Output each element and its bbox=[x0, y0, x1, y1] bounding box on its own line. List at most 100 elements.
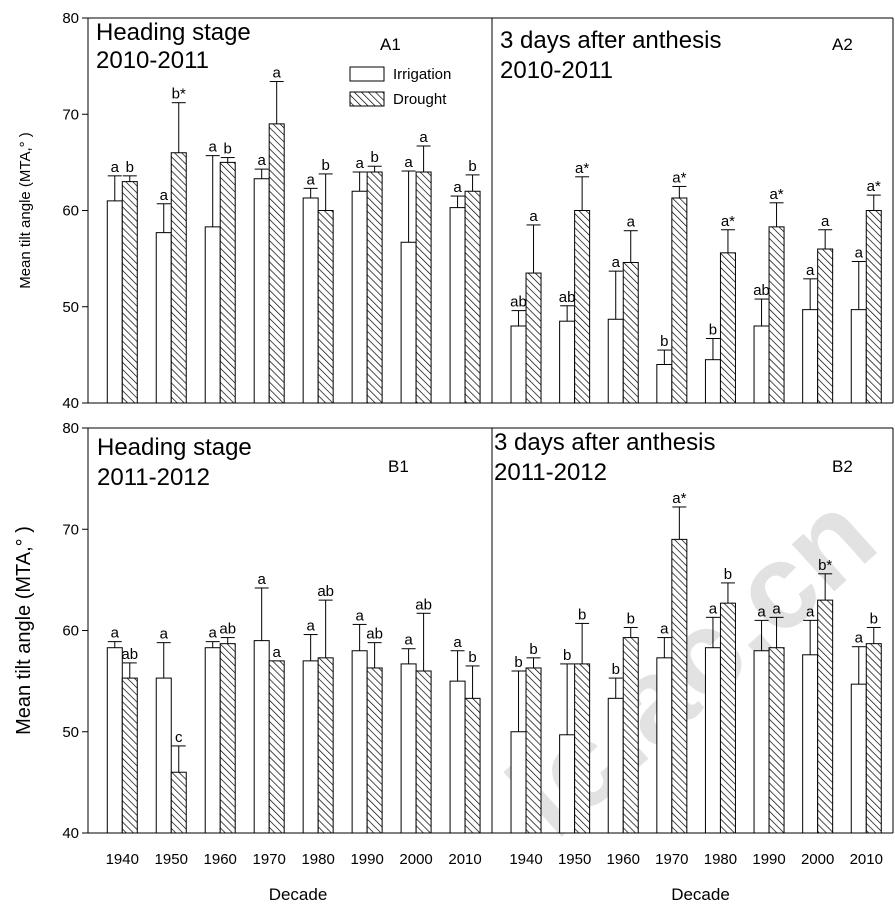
y-tick-label: 80 bbox=[62, 420, 79, 437]
x-tick-label: 1990 bbox=[752, 851, 785, 868]
significance-label: a bbox=[709, 600, 718, 617]
drought-bar bbox=[121, 677, 138, 834]
drought-bar bbox=[121, 181, 138, 404]
drought-bar bbox=[768, 647, 785, 834]
panel-title-line: 2011-2012 bbox=[494, 459, 607, 486]
significance-label: c bbox=[175, 729, 183, 746]
significance-label: a bbox=[273, 644, 282, 661]
drought-bar bbox=[415, 670, 432, 834]
significance-label: b bbox=[627, 610, 635, 627]
irrigation-bar bbox=[449, 207, 466, 404]
drought-bar bbox=[525, 667, 542, 834]
panel-label: A2 bbox=[832, 35, 853, 54]
irrigation-bar bbox=[753, 325, 770, 404]
significance-label: ab bbox=[415, 596, 432, 613]
significance-label: a* bbox=[867, 178, 881, 195]
y-tick-label: 50 bbox=[62, 724, 79, 741]
significance-label: a bbox=[209, 139, 218, 156]
drought-bar bbox=[768, 226, 785, 404]
panel-a2: 3 days after anthesis2010-2011A2abaaba*a… bbox=[492, 17, 894, 404]
significance-label: a* bbox=[672, 169, 686, 186]
significance-label: a bbox=[404, 632, 413, 649]
irrigation-bar bbox=[510, 731, 527, 834]
significance-label: a bbox=[404, 154, 413, 171]
irrigation-bar bbox=[559, 734, 576, 834]
significance-label: b bbox=[468, 649, 476, 666]
y-axis-label: Mean tilt angle (MTA,° ) bbox=[17, 132, 34, 289]
significance-label: b bbox=[612, 661, 620, 678]
significance-label: b bbox=[870, 610, 878, 627]
significance-label: ab bbox=[366, 626, 383, 643]
drought-bar bbox=[622, 261, 639, 404]
drought-bar bbox=[671, 197, 688, 404]
legend-label-drought: Drought bbox=[393, 91, 447, 108]
significance-label: a bbox=[273, 65, 282, 82]
significance-label: b bbox=[126, 159, 134, 176]
significance-label: a bbox=[453, 179, 462, 196]
x-axis-label: Decade bbox=[671, 885, 730, 904]
significance-label: a bbox=[306, 171, 315, 188]
x-tick-label: 1960 bbox=[204, 851, 237, 868]
drought-bar bbox=[865, 210, 882, 404]
significance-label: ab bbox=[559, 289, 576, 306]
significance-label: a bbox=[821, 213, 830, 230]
irrigation-bar bbox=[607, 318, 624, 404]
drought-bar bbox=[170, 152, 187, 404]
significance-label: a bbox=[209, 625, 218, 642]
irrigation-bar bbox=[607, 697, 624, 834]
irrigation-bar bbox=[302, 660, 319, 834]
significance-label: b bbox=[529, 641, 537, 658]
irrigation-bar bbox=[302, 197, 319, 404]
significance-label: ab bbox=[219, 621, 236, 638]
y-tick-label: 80 bbox=[62, 10, 79, 27]
drought-bar bbox=[219, 643, 236, 834]
drought-bar bbox=[817, 599, 834, 834]
x-tick-label: 1980 bbox=[704, 851, 737, 868]
drought-bar bbox=[366, 171, 383, 404]
panel-label: A1 bbox=[380, 35, 401, 54]
significance-label: b bbox=[578, 606, 586, 623]
drought-bar bbox=[719, 602, 736, 834]
irrigation-bar bbox=[704, 647, 721, 834]
irrigation-bar bbox=[351, 650, 368, 834]
panel-a1: 40 50 60 70 80 Mean tilt angle (MTA,° ) Headin… bbox=[17, 10, 493, 412]
irrigation-bar bbox=[155, 232, 172, 404]
legend-swatch-drought bbox=[349, 91, 385, 107]
irrigation-bar bbox=[253, 640, 270, 834]
y-tick-label: 60 bbox=[62, 623, 79, 640]
y-tick-label: 60 bbox=[62, 203, 79, 220]
irrigation-bar bbox=[449, 680, 466, 834]
irrigation-bar bbox=[656, 364, 673, 404]
significance-label: a bbox=[258, 152, 267, 169]
significance-label: a* bbox=[672, 490, 686, 507]
significance-label: a bbox=[612, 254, 621, 271]
irrigation-bar bbox=[802, 654, 819, 834]
y-tick-label: 50 bbox=[62, 299, 79, 316]
significance-label: b bbox=[224, 141, 232, 158]
significance-label: a bbox=[529, 208, 538, 225]
significance-label: b bbox=[370, 149, 378, 166]
significance-label: b bbox=[468, 158, 476, 175]
significance-label: a* bbox=[575, 160, 589, 177]
drought-bar bbox=[574, 210, 591, 404]
y-axis-label: Mean tilt angle (MTA,° ) bbox=[13, 526, 35, 735]
significance-label: b* bbox=[172, 86, 186, 103]
significance-label: ab bbox=[121, 646, 138, 663]
significance-label: a bbox=[355, 607, 364, 624]
x-axis-label: Decade bbox=[269, 885, 328, 904]
watermark-text: ic.ac.cn bbox=[483, 468, 895, 862]
significance-label: a bbox=[806, 603, 815, 620]
panel-label: B1 bbox=[388, 457, 409, 476]
significance-label: a bbox=[160, 626, 169, 643]
irrigation-bar bbox=[106, 200, 123, 404]
significance-label: a bbox=[627, 214, 636, 231]
x-tick-label: 2010 bbox=[448, 851, 481, 868]
drought-bar bbox=[317, 657, 334, 834]
significance-label: b bbox=[321, 157, 329, 174]
drought-bar bbox=[464, 190, 481, 404]
x-tick-label: 1970 bbox=[253, 851, 286, 868]
drought-bar bbox=[719, 252, 736, 404]
panel-b1: 40 50 60 70 80 Mean tilt angle (MTA,° ) Headin… bbox=[13, 420, 493, 904]
x-tick-label: 2010 bbox=[850, 851, 883, 868]
